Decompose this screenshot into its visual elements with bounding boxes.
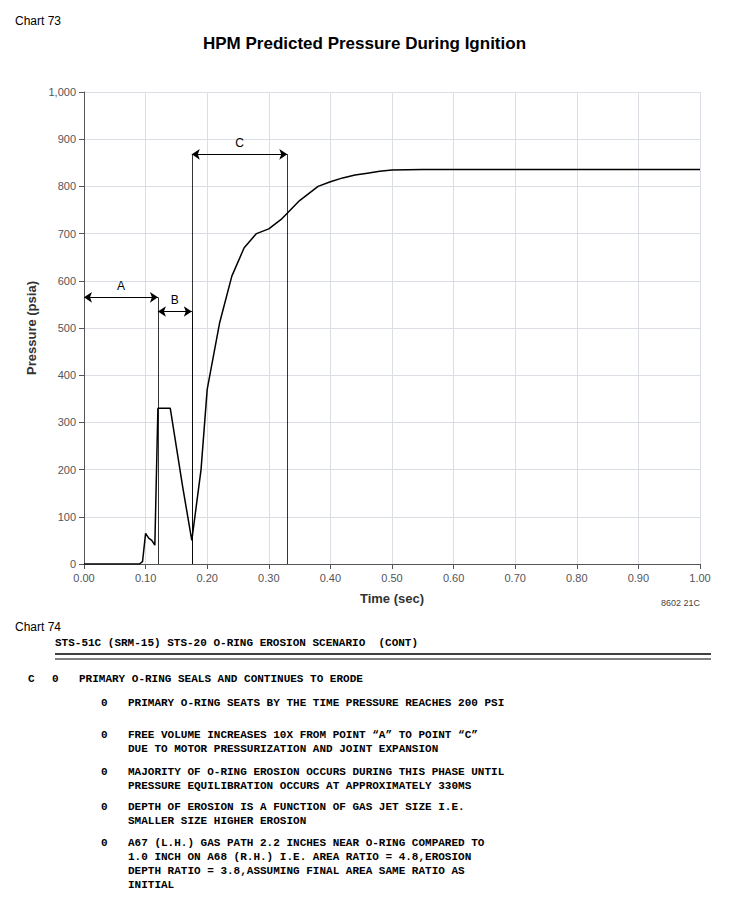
svg-text:100: 100 <box>58 511 76 523</box>
svg-text:0: 0 <box>101 837 108 849</box>
svg-text:Pressure (psia): Pressure (psia) <box>24 281 39 375</box>
svg-text:900: 900 <box>58 133 76 145</box>
svg-text:0.00: 0.00 <box>73 572 94 584</box>
svg-text:0: 0 <box>101 729 108 741</box>
svg-text:1.0 INCH ON A68 (R.H.) I.E. AR: 1.0 INCH ON A68 (R.H.) I.E. AREA RATIO =… <box>128 851 471 863</box>
svg-text:0.10: 0.10 <box>135 572 156 584</box>
svg-text:MAJORITY OF O-RING EROSION OCC: MAJORITY OF O-RING EROSION OCCURS DURING… <box>128 766 505 778</box>
svg-text:Time (sec): Time (sec) <box>360 591 424 606</box>
svg-text:STS-51C (SRM-15) STS-20 O-RING: STS-51C (SRM-15) STS-20 O-RING EROSION S… <box>55 637 418 649</box>
svg-text:PRIMARY O-RING SEATS BY THE TI: PRIMARY O-RING SEATS BY THE TIME PRESSUR… <box>128 697 504 709</box>
svg-text:SMALLER SIZE HIGHER EROSION: SMALLER SIZE HIGHER EROSION <box>128 815 306 827</box>
svg-text:0: 0 <box>101 766 108 778</box>
svg-text:500: 500 <box>58 322 76 334</box>
svg-text:400: 400 <box>58 369 76 381</box>
svg-text:0.20: 0.20 <box>196 572 217 584</box>
svg-text:0: 0 <box>52 673 59 685</box>
svg-text:C: C <box>235 136 244 150</box>
svg-text:C: C <box>28 673 35 685</box>
svg-text:0: 0 <box>101 697 108 709</box>
svg-text:0.70: 0.70 <box>504 572 525 584</box>
svg-text:700: 700 <box>58 228 76 240</box>
svg-text:0.60: 0.60 <box>443 572 464 584</box>
svg-text:A67 (L.H.) GAS PATH 2.2 INCHES: A67 (L.H.) GAS PATH 2.2 INCHES NEAR O-RI… <box>128 837 485 849</box>
svg-text:1,000: 1,000 <box>48 86 76 98</box>
svg-text:PRIMARY O-RING SEALS AND CONTI: PRIMARY O-RING SEALS AND CONTINUES TO ER… <box>79 673 363 685</box>
svg-text:INITIAL: INITIAL <box>128 879 175 891</box>
svg-text:1.00: 1.00 <box>689 572 710 584</box>
svg-text:FREE VOLUME INCREASES 10X FROM: FREE VOLUME INCREASES 10X FROM POINT “A”… <box>128 729 478 741</box>
svg-text:800: 800 <box>58 180 76 192</box>
svg-text:0.30: 0.30 <box>258 572 279 584</box>
svg-text:Chart 74: Chart 74 <box>15 620 61 634</box>
svg-text:DEPTH RATIO = 3.8,ASSUMING FIN: DEPTH RATIO = 3.8,ASSUMING FINAL AREA SA… <box>128 865 465 877</box>
svg-text:0.80: 0.80 <box>566 572 587 584</box>
svg-text:HPM Predicted Pressure During: HPM Predicted Pressure During Ignition <box>203 34 526 53</box>
svg-text:0.50: 0.50 <box>381 572 402 584</box>
svg-text:200: 200 <box>58 464 76 476</box>
svg-text:PRESSURE EQUILIBRATION OCCURS: PRESSURE EQUILIBRATION OCCURS AT APPROXI… <box>128 780 472 792</box>
svg-text:B: B <box>171 293 179 307</box>
svg-text:DUE TO MOTOR PRESSURIZATION AN: DUE TO MOTOR PRESSURIZATION AND JOINT EX… <box>128 743 438 755</box>
svg-text:0: 0 <box>101 801 108 813</box>
svg-text:Chart 73: Chart 73 <box>15 14 61 28</box>
svg-text:300: 300 <box>58 416 76 428</box>
svg-text:8602 21C: 8602 21C <box>661 598 701 608</box>
svg-text:0.90: 0.90 <box>628 572 649 584</box>
svg-text:A: A <box>117 279 125 293</box>
svg-text:600: 600 <box>58 275 76 287</box>
svg-text:0: 0 <box>70 558 76 570</box>
svg-text:DEPTH OF EROSION IS A FUNCTION: DEPTH OF EROSION IS A FUNCTION OF GAS JE… <box>128 801 465 813</box>
svg-text:0.40: 0.40 <box>320 572 341 584</box>
